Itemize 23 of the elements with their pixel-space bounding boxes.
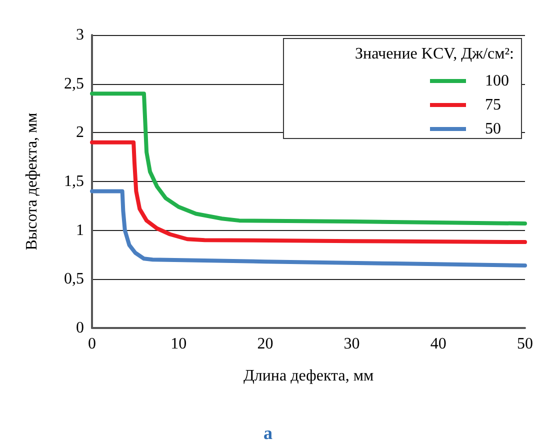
y-tick-label: 3 bbox=[76, 26, 84, 44]
x-tick-label: 20 bbox=[257, 336, 274, 352]
line-series bbox=[90, 140, 527, 244]
y-tick-label: 0,5 bbox=[64, 270, 84, 288]
line-series bbox=[90, 92, 527, 226]
legend-label: 50 bbox=[485, 120, 501, 138]
x-tick-label: 10 bbox=[170, 336, 187, 352]
y-tick-label: 2 bbox=[76, 124, 84, 142]
x-axis-title: Длина дефекта, мм bbox=[243, 368, 374, 384]
y-tick-label: 0 bbox=[76, 320, 84, 336]
x-tick-label: 50 bbox=[517, 336, 533, 352]
x-tick-label: 30 bbox=[344, 336, 360, 352]
y-axis-title: Высота дефекта, мм bbox=[24, 112, 40, 250]
y-tick-label: 1 bbox=[76, 222, 84, 239]
y-tick-label: 1,5 bbox=[64, 173, 84, 190]
line-series bbox=[90, 189, 527, 268]
x-tick-label: 40 bbox=[430, 336, 446, 352]
legend-label: 75 bbox=[485, 96, 501, 114]
text: а bbox=[264, 423, 272, 443]
legend-label: 100 bbox=[485, 72, 509, 90]
legend-title: Значение KCV, Дж/см²: bbox=[354, 46, 514, 62]
y-tick-label: 2,5 bbox=[64, 75, 84, 92]
x-tick-label: 0 bbox=[88, 336, 96, 352]
